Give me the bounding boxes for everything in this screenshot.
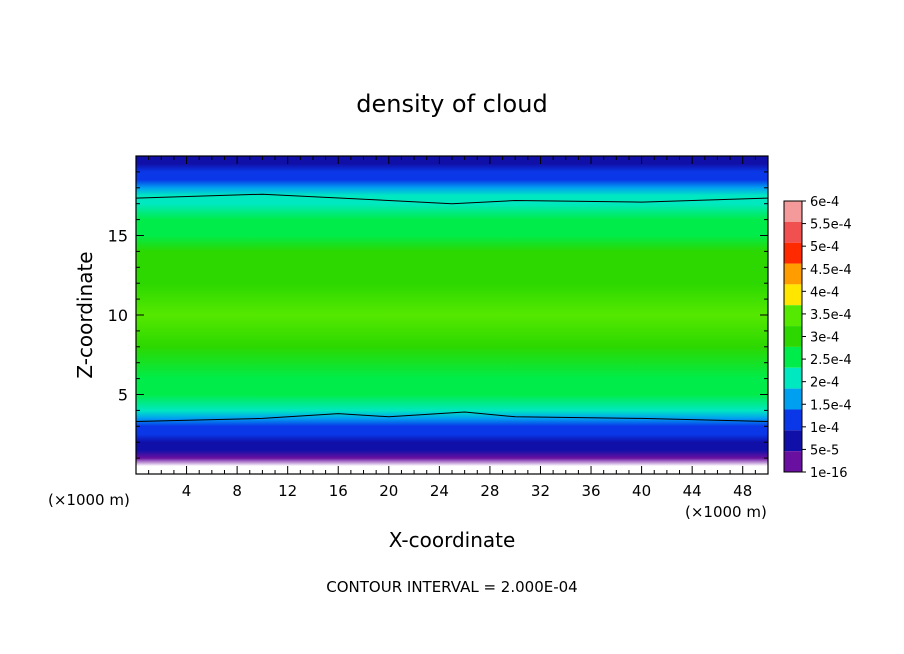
contour-line — [135, 411, 769, 422]
colorbar-swatch — [784, 263, 802, 285]
y-axis: 5 10 15 — [108, 171, 768, 459]
x-axis: 4 8 12 16 20 24 28 32 36 40 44 48 — [148, 156, 756, 500]
x-tick-label: 8 — [232, 482, 242, 500]
contour-line — [135, 193, 769, 205]
x-tick-label: 44 — [683, 482, 702, 500]
colorbar-label: 6e-4 — [810, 195, 839, 210]
y-axis-label: Z-coordinate — [73, 251, 97, 378]
chart-title: density of cloud — [356, 90, 547, 118]
colorbar-swatch — [784, 367, 802, 389]
x-tick-label: 32 — [531, 482, 550, 500]
colorbar-swatch — [784, 326, 802, 347]
colorbar-label: 5e-4 — [810, 240, 839, 255]
colorbar-label: 4e-4 — [810, 285, 839, 300]
contour-interval-note: CONTOUR INTERVAL = 2.000E-04 — [326, 578, 577, 596]
x-tick-label: 16 — [329, 482, 348, 500]
x-axis-unit-left: (×1000 m) — [48, 491, 130, 509]
colorbar-label: 3.5e-4 — [810, 308, 852, 323]
density-field — [136, 156, 768, 474]
colorbar-swatch — [784, 221, 802, 243]
colorbar-legend: 6e-4 5.5e-4 5e-4 4.5e-4 4e-4 3.5e-4 3e-4 2.5e-4… — [783, 195, 852, 481]
colorbar-label: 4.5e-4 — [810, 263, 852, 278]
colorbar-swatch — [784, 451, 802, 472]
colorbar-label: 2.5e-4 — [810, 353, 852, 368]
colorbar-swatch — [784, 305, 802, 327]
x-tick-label: 12 — [278, 482, 297, 500]
x-tick-label: 48 — [733, 482, 752, 500]
x-tick-label: 28 — [480, 482, 499, 500]
colorbar-swatch — [784, 409, 802, 431]
colorbar-label: 5e-5 — [810, 443, 839, 458]
colorbar-swatch — [784, 284, 802, 306]
y-tick-label: 10 — [108, 306, 128, 325]
colorbar-swatch — [784, 346, 802, 368]
y-tick-label: 15 — [108, 227, 128, 246]
colorbar-swatch — [784, 388, 802, 410]
colorbar-label: 1.5e-4 — [810, 398, 852, 413]
colorbar-swatch — [784, 430, 802, 452]
x-tick-label: 24 — [430, 482, 449, 500]
y-tick-label: 5 — [118, 386, 128, 405]
x-tick-label: 40 — [632, 482, 651, 500]
colorbar-swatch — [784, 201, 802, 222]
colorbar-swatch — [784, 242, 802, 264]
colorbar-label: 5.5e-4 — [810, 218, 852, 233]
colorbar-label: 1e-16 — [810, 466, 848, 481]
x-axis-label: X-coordinate — [389, 528, 516, 552]
x-tick-label: 20 — [379, 482, 398, 500]
colorbar-label: 1e-4 — [810, 421, 839, 436]
x-tick-label: 4 — [182, 482, 192, 500]
colorbar-label: 3e-4 — [810, 331, 839, 346]
colorbar-label: 2e-4 — [810, 376, 839, 391]
x-axis-unit-right: (×1000 m) — [685, 503, 767, 521]
x-tick-label: 36 — [581, 482, 600, 500]
plot-area — [135, 155, 769, 475]
